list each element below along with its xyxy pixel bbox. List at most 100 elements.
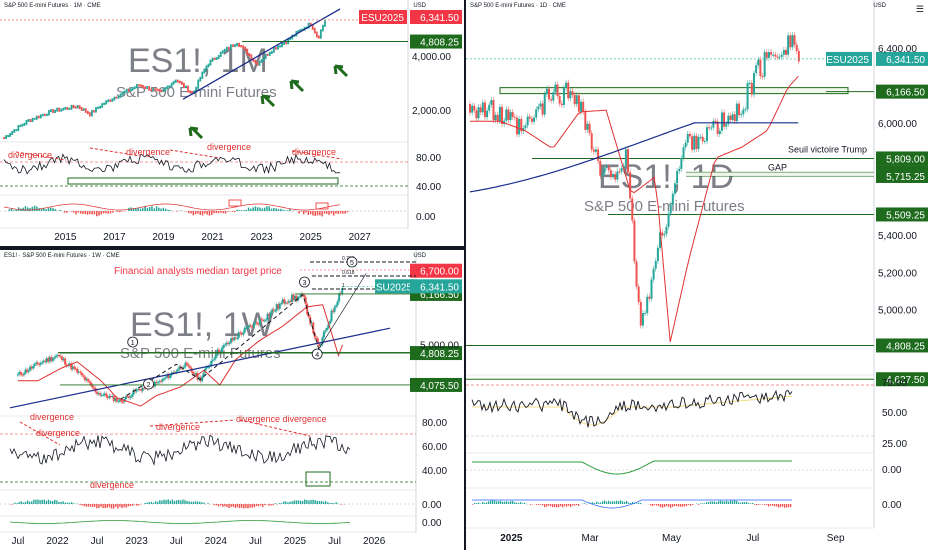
daily-candle — [746, 83, 749, 110]
daily-chart-panel[interactable]: ES1!, 1D S&P 500 E-mini Futures ESU2025 6,3… — [466, 0, 932, 550]
daily-chart-canvas[interactable]: ES1!, 1D S&P 500 E-mini Futures ESU2025 6,3… — [466, 0, 932, 550]
daily-candle — [680, 158, 683, 169]
monthly-candle — [152, 88, 155, 91]
weekly-candle — [71, 366, 74, 370]
daily-candle — [659, 232, 662, 248]
weekly-macd-bar — [87, 504, 90, 507]
weekly-candle — [233, 337, 236, 341]
weekly-chart-panel[interactable]: ES1!, 1W S&P 500 E-mini Futures 6,700.00 6,… — [0, 250, 464, 550]
weekly-macd-bar — [308, 500, 310, 504]
monthly-candle — [27, 119, 30, 122]
daily-candle — [695, 135, 698, 149]
weekly-price-badge-bg — [410, 279, 462, 294]
monthly-macd-bar — [231, 211, 234, 212]
monthly-candle — [135, 84, 138, 89]
weekly-x-tick: Jul — [91, 536, 104, 547]
weekly-candle — [231, 338, 234, 341]
monthly-candle — [313, 27, 316, 34]
weekly-candle — [304, 297, 307, 304]
daily-macd-bar — [720, 500, 722, 504]
weekly-macd-bar — [144, 502, 146, 504]
monthly-divergence-label: divergence — [126, 147, 170, 157]
monthly-macd-bar — [40, 208, 43, 211]
monthly-chart-panel[interactable]: ES1!, 1M S&P 500 E-mini Futures 4,808.25 ES… — [0, 0, 464, 246]
weekly-macd-bar — [245, 504, 247, 508]
weekly-macd-bar — [108, 504, 111, 508]
monthly-macd-bar — [194, 211, 197, 215]
monthly-candle — [244, 46, 247, 51]
monthly-watermark-title: ES1!, 1M — [128, 42, 268, 80]
monthly-macd-bar — [33, 205, 36, 211]
monthly-candle — [162, 88, 165, 93]
weekly-candle — [47, 358, 50, 362]
daily-volume-line — [472, 460, 792, 475]
daily-macd-bar — [774, 504, 776, 507]
weekly-macd-bar — [98, 504, 100, 508]
monthly-candle — [178, 80, 181, 84]
monthly-candle — [144, 86, 146, 90]
daily-y-tick: 5,400.00 — [878, 231, 917, 242]
daily-candle — [710, 127, 713, 129]
daily-macd-bar — [740, 502, 742, 504]
weekly-candle — [109, 396, 112, 398]
daily-macd-bar — [612, 501, 614, 504]
monthly-macd-bar — [192, 211, 195, 216]
weekly-wave-marker — [299, 276, 310, 288]
daily-macd-bar — [628, 502, 630, 504]
weekly-symbol-badge-bg — [375, 279, 415, 294]
daily-macd-bar — [562, 504, 564, 508]
weekly-macd-bar — [232, 504, 234, 507]
monthly-macd-bar — [146, 208, 149, 211]
weekly-candle — [176, 369, 179, 372]
monthly-candle — [254, 59, 257, 64]
monthly-candle — [211, 57, 214, 62]
monthly-macd-bar — [47, 207, 50, 211]
monthly-candle — [217, 55, 220, 60]
daily-candle — [571, 91, 574, 95]
weekly-macd-bar — [14, 502, 16, 504]
monthly-candle — [23, 122, 26, 126]
daily-macd-bar — [576, 504, 578, 506]
monthly-macd-bar — [300, 211, 303, 212]
weekly-candle — [257, 323, 260, 325]
daily-candle — [648, 296, 651, 299]
weekly-candle — [153, 381, 156, 387]
weekly-macd-bar — [322, 501, 325, 504]
weekly-candle — [76, 368, 79, 373]
monthly-divergence-line — [15, 151, 67, 161]
weekly-macd-bar — [301, 500, 304, 504]
weekly-chart-canvas[interactable]: ES1!, 1WS&P 500 E-mini Futures 6,700.00 6,… — [0, 250, 464, 550]
monthly-macd-bar — [261, 208, 264, 211]
monthly-price-badge-bg — [410, 10, 462, 24]
daily-candle — [471, 105, 474, 113]
daily-candle — [629, 172, 632, 199]
monthly-macd-bar — [275, 208, 277, 211]
monthly-candle — [99, 105, 101, 109]
menu-icon[interactable]: ☰ — [915, 4, 924, 14]
weekly-macd-bar — [157, 501, 159, 504]
daily-candle — [793, 35, 796, 45]
daily-level-badge: 5,509.25 — [886, 210, 925, 221]
monthly-candle — [219, 51, 222, 58]
daily-candle — [723, 112, 726, 127]
monthly-arrow-icon — [333, 64, 349, 78]
daily-candle — [597, 149, 600, 161]
daily-candle — [774, 54, 777, 57]
daily-candle — [492, 100, 495, 121]
daily-macd-bar — [564, 504, 566, 507]
daily-macd-bar — [490, 500, 492, 504]
monthly-candle — [307, 22, 310, 29]
daily-macd-bar — [498, 501, 500, 504]
monthly-macd-bar — [312, 211, 314, 216]
monthly-osc-tick: 40.00 — [416, 182, 441, 193]
monthly-candle — [309, 22, 312, 26]
weekly-macd-bar — [167, 499, 169, 504]
weekly-macd-bar — [45, 500, 48, 504]
weekly-macd-bar — [295, 500, 297, 504]
daily-macd-bar — [536, 504, 538, 505]
monthly-chart-canvas[interactable]: ES1!, 1MS&P 500 E-mini Futures4,808.25ES… — [0, 0, 464, 246]
monthly-candle — [236, 42, 238, 47]
daily-level-badge-bg — [876, 168, 928, 183]
weekly-wave-marker — [127, 336, 139, 348]
daily-chart-header: S&P 500 E-mini Futures · 1D · CME — [470, 3, 566, 9]
